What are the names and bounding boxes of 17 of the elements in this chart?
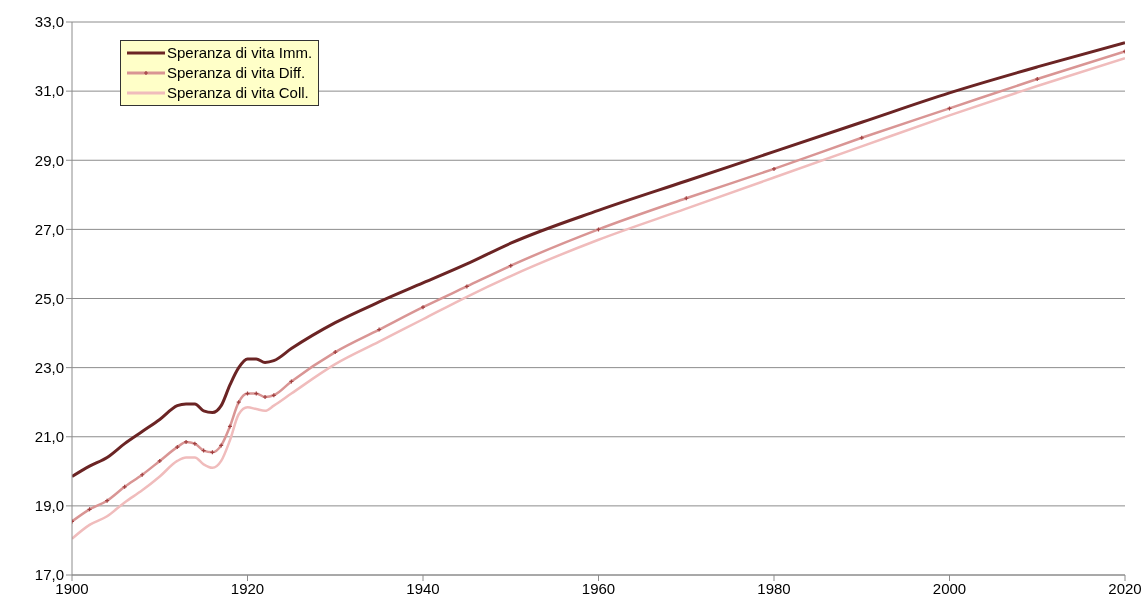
legend-label: Speranza di vita Imm. <box>167 43 313 63</box>
x-tick-label: 2000 <box>932 579 967 597</box>
x-tick-label: 1940 <box>406 579 440 597</box>
legend-label: Speranza di vita Diff. <box>167 63 306 83</box>
y-tick-label: 21,0 <box>34 428 64 446</box>
x-tick-label: 1980 <box>757 579 791 597</box>
y-tick-label: 25,0 <box>34 289 64 307</box>
x-tick-label: 1920 <box>230 579 265 597</box>
y-tick-label: 29,0 <box>34 151 64 169</box>
y-tick-label: 31,0 <box>34 82 64 100</box>
x-tick-label: 1960 <box>581 579 616 597</box>
y-tick-label: 33,0 <box>34 13 64 31</box>
x-tick-label: 2020 <box>1108 579 1142 597</box>
y-tick-label: 27,0 <box>34 220 64 238</box>
y-tick-label: 23,0 <box>34 358 64 376</box>
y-tick-label: 19,0 <box>34 497 64 515</box>
legend-label: Speranza di vita Coll. <box>167 83 309 103</box>
